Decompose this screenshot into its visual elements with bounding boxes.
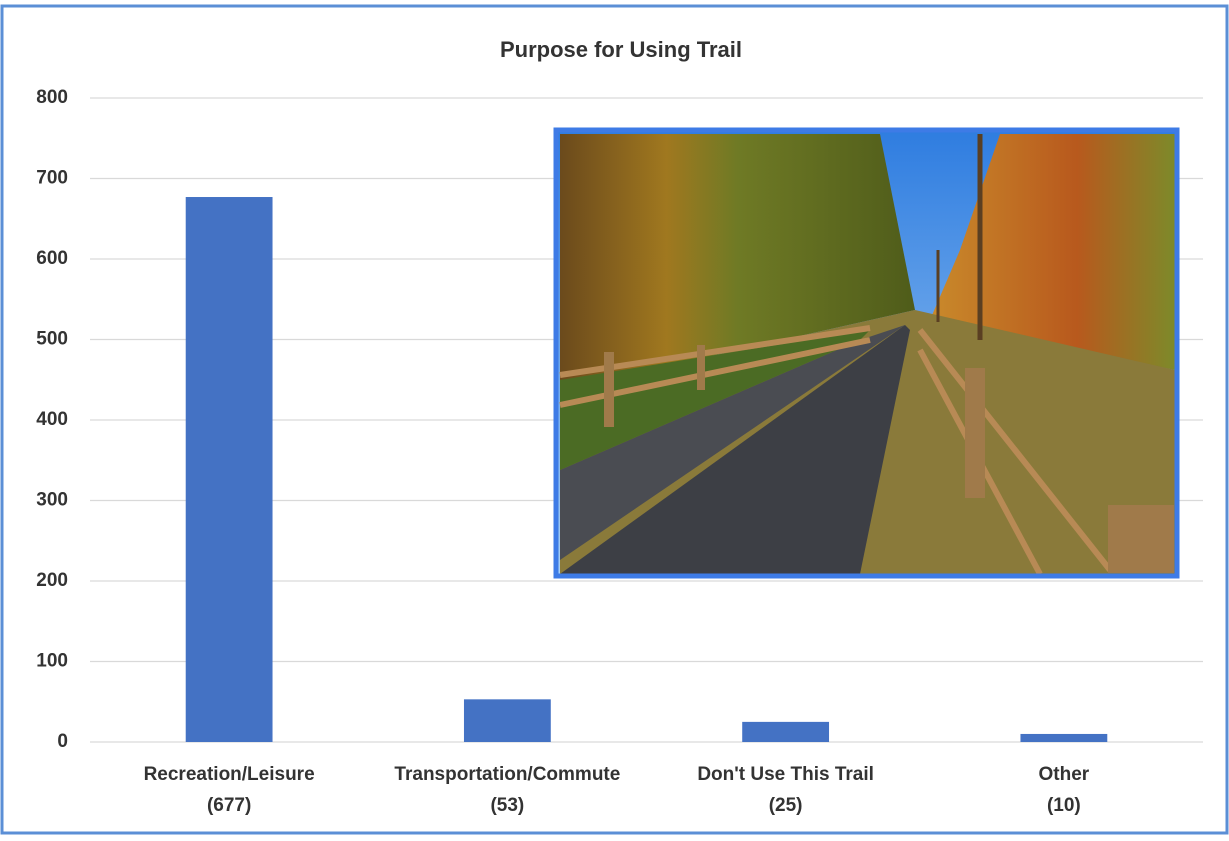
y-tick-label: 0 [57,731,68,752]
chart-title: Purpose for Using Trail [500,37,742,62]
x-tick-label: Transportation/Commute [394,764,620,785]
y-tick-label: 600 [36,248,68,269]
value-label: (25) [769,795,803,816]
trail-photo [553,127,1180,579]
x-tick-label: Don't Use This Trail [697,764,874,785]
y-tick-label: 200 [36,570,68,591]
bar [463,699,551,742]
bar [185,197,273,742]
y-tick-label: 400 [36,409,68,430]
y-tick-label: 700 [36,168,68,189]
value-label: (53) [490,795,524,816]
bar [742,721,830,742]
bar [1020,733,1108,742]
value-label: (10) [1047,795,1081,816]
value-label: (677) [207,795,251,816]
y-tick-label: 800 [36,87,68,108]
y-tick-label: 300 [36,490,68,511]
y-tick-label: 500 [36,329,68,350]
y-tick-label: 100 [36,651,68,672]
x-tick-label: Other [1039,764,1090,785]
x-tick-label: Recreation/Leisure [144,764,315,785]
